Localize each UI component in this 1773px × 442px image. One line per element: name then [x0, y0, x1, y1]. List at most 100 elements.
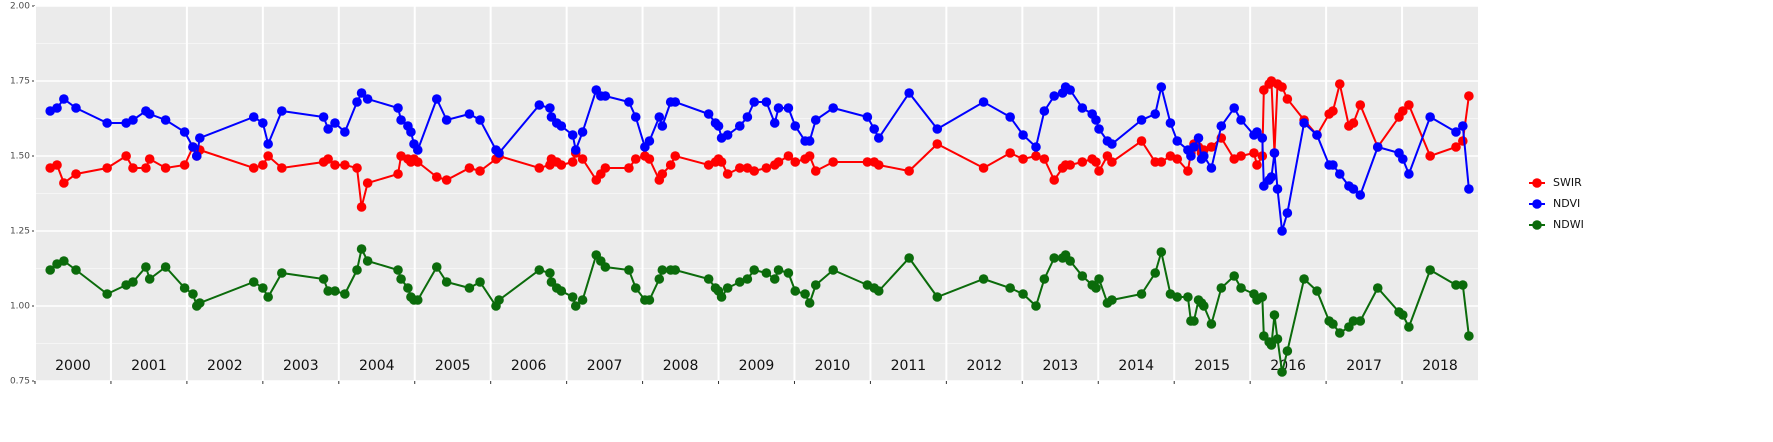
point — [1272, 184, 1283, 194]
year-label: 2014 — [1118, 358, 1154, 374]
point — [403, 283, 413, 293]
point — [1018, 154, 1028, 164]
point — [1156, 82, 1167, 92]
legend-label: NDVI — [1553, 197, 1580, 210]
point — [1425, 151, 1435, 161]
point — [356, 244, 367, 254]
point — [179, 160, 190, 170]
point — [1451, 127, 1461, 137]
point — [624, 97, 634, 107]
point — [362, 94, 373, 104]
point — [1282, 208, 1293, 218]
point — [978, 97, 989, 107]
point — [1094, 124, 1104, 134]
point — [144, 154, 155, 164]
point — [1199, 301, 1209, 311]
point — [828, 103, 839, 113]
point — [393, 265, 403, 275]
year-label: 2001 — [131, 358, 167, 374]
point — [734, 277, 745, 287]
point — [1229, 103, 1240, 113]
point — [630, 154, 641, 164]
point — [263, 292, 273, 302]
point — [1206, 142, 1217, 152]
point — [1216, 283, 1227, 293]
point — [1398, 106, 1408, 116]
point — [828, 157, 839, 167]
point — [1018, 130, 1028, 140]
point — [1398, 310, 1408, 320]
point — [1299, 118, 1309, 128]
point — [277, 106, 287, 116]
point — [128, 115, 138, 125]
year-label: 2010 — [815, 358, 851, 374]
point — [121, 151, 131, 161]
point — [59, 178, 69, 188]
point — [670, 97, 681, 107]
legend-dot — [1532, 220, 1542, 230]
point — [179, 127, 190, 137]
point — [932, 139, 943, 149]
point — [1183, 166, 1193, 176]
point — [761, 163, 772, 173]
point — [1039, 154, 1050, 164]
point — [396, 115, 406, 125]
point — [545, 103, 555, 113]
point — [393, 169, 403, 179]
point — [749, 166, 760, 176]
point — [248, 277, 259, 287]
point — [441, 175, 452, 185]
point — [567, 292, 578, 302]
year-label: 2015 — [1194, 358, 1230, 374]
point — [1183, 292, 1193, 302]
point — [1039, 106, 1050, 116]
point — [340, 289, 350, 299]
point — [258, 118, 268, 128]
point — [1186, 151, 1196, 161]
point — [1348, 118, 1359, 128]
point — [1266, 172, 1277, 182]
point — [258, 283, 268, 293]
point — [323, 124, 333, 134]
point — [978, 274, 989, 284]
point — [534, 163, 545, 173]
point — [1005, 112, 1015, 122]
point — [1206, 319, 1217, 329]
point — [769, 118, 780, 128]
point — [600, 163, 611, 173]
point — [577, 295, 588, 305]
point — [722, 130, 733, 140]
y-tick-label: 2.00 — [10, 2, 30, 12]
y-tick-label: 1.25 — [10, 227, 30, 237]
point — [654, 274, 665, 284]
point — [1136, 289, 1147, 299]
point — [577, 154, 588, 164]
point — [52, 160, 62, 170]
year-label: 2005 — [435, 358, 471, 374]
point — [769, 274, 780, 284]
point — [362, 178, 373, 188]
point — [330, 118, 340, 128]
point — [1094, 166, 1104, 176]
point — [330, 286, 340, 296]
point — [904, 253, 914, 263]
point — [464, 283, 475, 293]
point — [1404, 322, 1414, 332]
point — [1277, 367, 1287, 377]
point — [1464, 184, 1474, 194]
point — [1031, 301, 1041, 311]
point — [1269, 310, 1280, 320]
point — [431, 94, 442, 104]
point — [1107, 157, 1117, 167]
point — [179, 283, 190, 293]
point — [1049, 253, 1060, 263]
point — [657, 265, 668, 275]
point — [600, 262, 611, 272]
point — [644, 154, 655, 164]
point — [600, 91, 611, 101]
point — [545, 268, 555, 278]
point — [577, 127, 588, 137]
point — [475, 277, 485, 287]
point — [783, 151, 794, 161]
